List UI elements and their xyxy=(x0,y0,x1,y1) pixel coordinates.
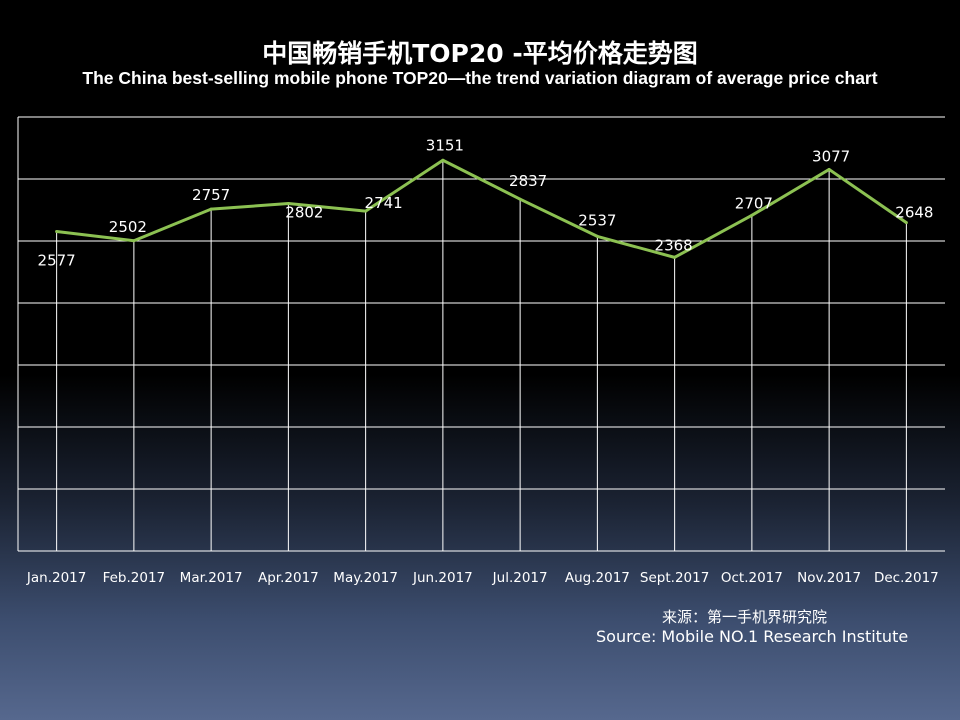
source-label-cn: 来源：第一手机界研究院 xyxy=(662,608,828,626)
data-label: 2577 xyxy=(38,251,76,269)
x-tick-label: Aug.2017 xyxy=(565,570,630,586)
x-tick-label: Feb.2017 xyxy=(103,570,166,586)
x-tick-label: Oct.2017 xyxy=(721,570,783,586)
data-label: 2802 xyxy=(285,204,323,222)
x-tick-label: Nov.2017 xyxy=(797,570,861,586)
series-line xyxy=(56,158,908,259)
data-point xyxy=(55,229,59,233)
x-tick-label: Jul.2017 xyxy=(492,570,548,586)
source-label-en: Source: Mobile NO.1 Research Institute xyxy=(596,627,909,646)
data-label: 2537 xyxy=(578,211,616,229)
data-point xyxy=(595,234,599,238)
data-point xyxy=(673,255,677,259)
data-point xyxy=(441,158,445,162)
x-tick-label: Apr.2017 xyxy=(258,570,319,586)
data-label: 3151 xyxy=(426,136,464,154)
data-point xyxy=(364,209,368,213)
data-point xyxy=(750,213,754,217)
data-label: 2837 xyxy=(509,172,547,190)
data-point xyxy=(132,239,136,243)
x-tick-label: May.2017 xyxy=(333,570,398,586)
x-tick-label: Dec.2017 xyxy=(874,570,939,586)
data-label: 2707 xyxy=(735,194,773,212)
data-label: 3077 xyxy=(812,147,850,165)
data-label: 2502 xyxy=(109,218,147,236)
data-point xyxy=(827,167,831,171)
x-tick-label: Jun.2017 xyxy=(412,570,473,586)
x-tick-label: Sept.2017 xyxy=(640,570,709,586)
data-point xyxy=(286,202,290,206)
data-label: 2648 xyxy=(895,204,933,222)
data-point xyxy=(209,207,213,211)
data-label: 2741 xyxy=(365,194,403,212)
chart-title-cn: 中国畅销手机TOP20 -平均价格走势图 xyxy=(262,39,698,68)
data-point xyxy=(904,221,908,225)
x-tick-label: Mar.2017 xyxy=(180,570,243,586)
x-tick-label: Jan.2017 xyxy=(26,570,86,586)
data-point xyxy=(518,197,522,201)
chart-title-en: The China best-selling mobile phone TOP2… xyxy=(82,68,878,88)
data-label: 2368 xyxy=(655,236,693,254)
data-label: 2757 xyxy=(192,186,230,204)
